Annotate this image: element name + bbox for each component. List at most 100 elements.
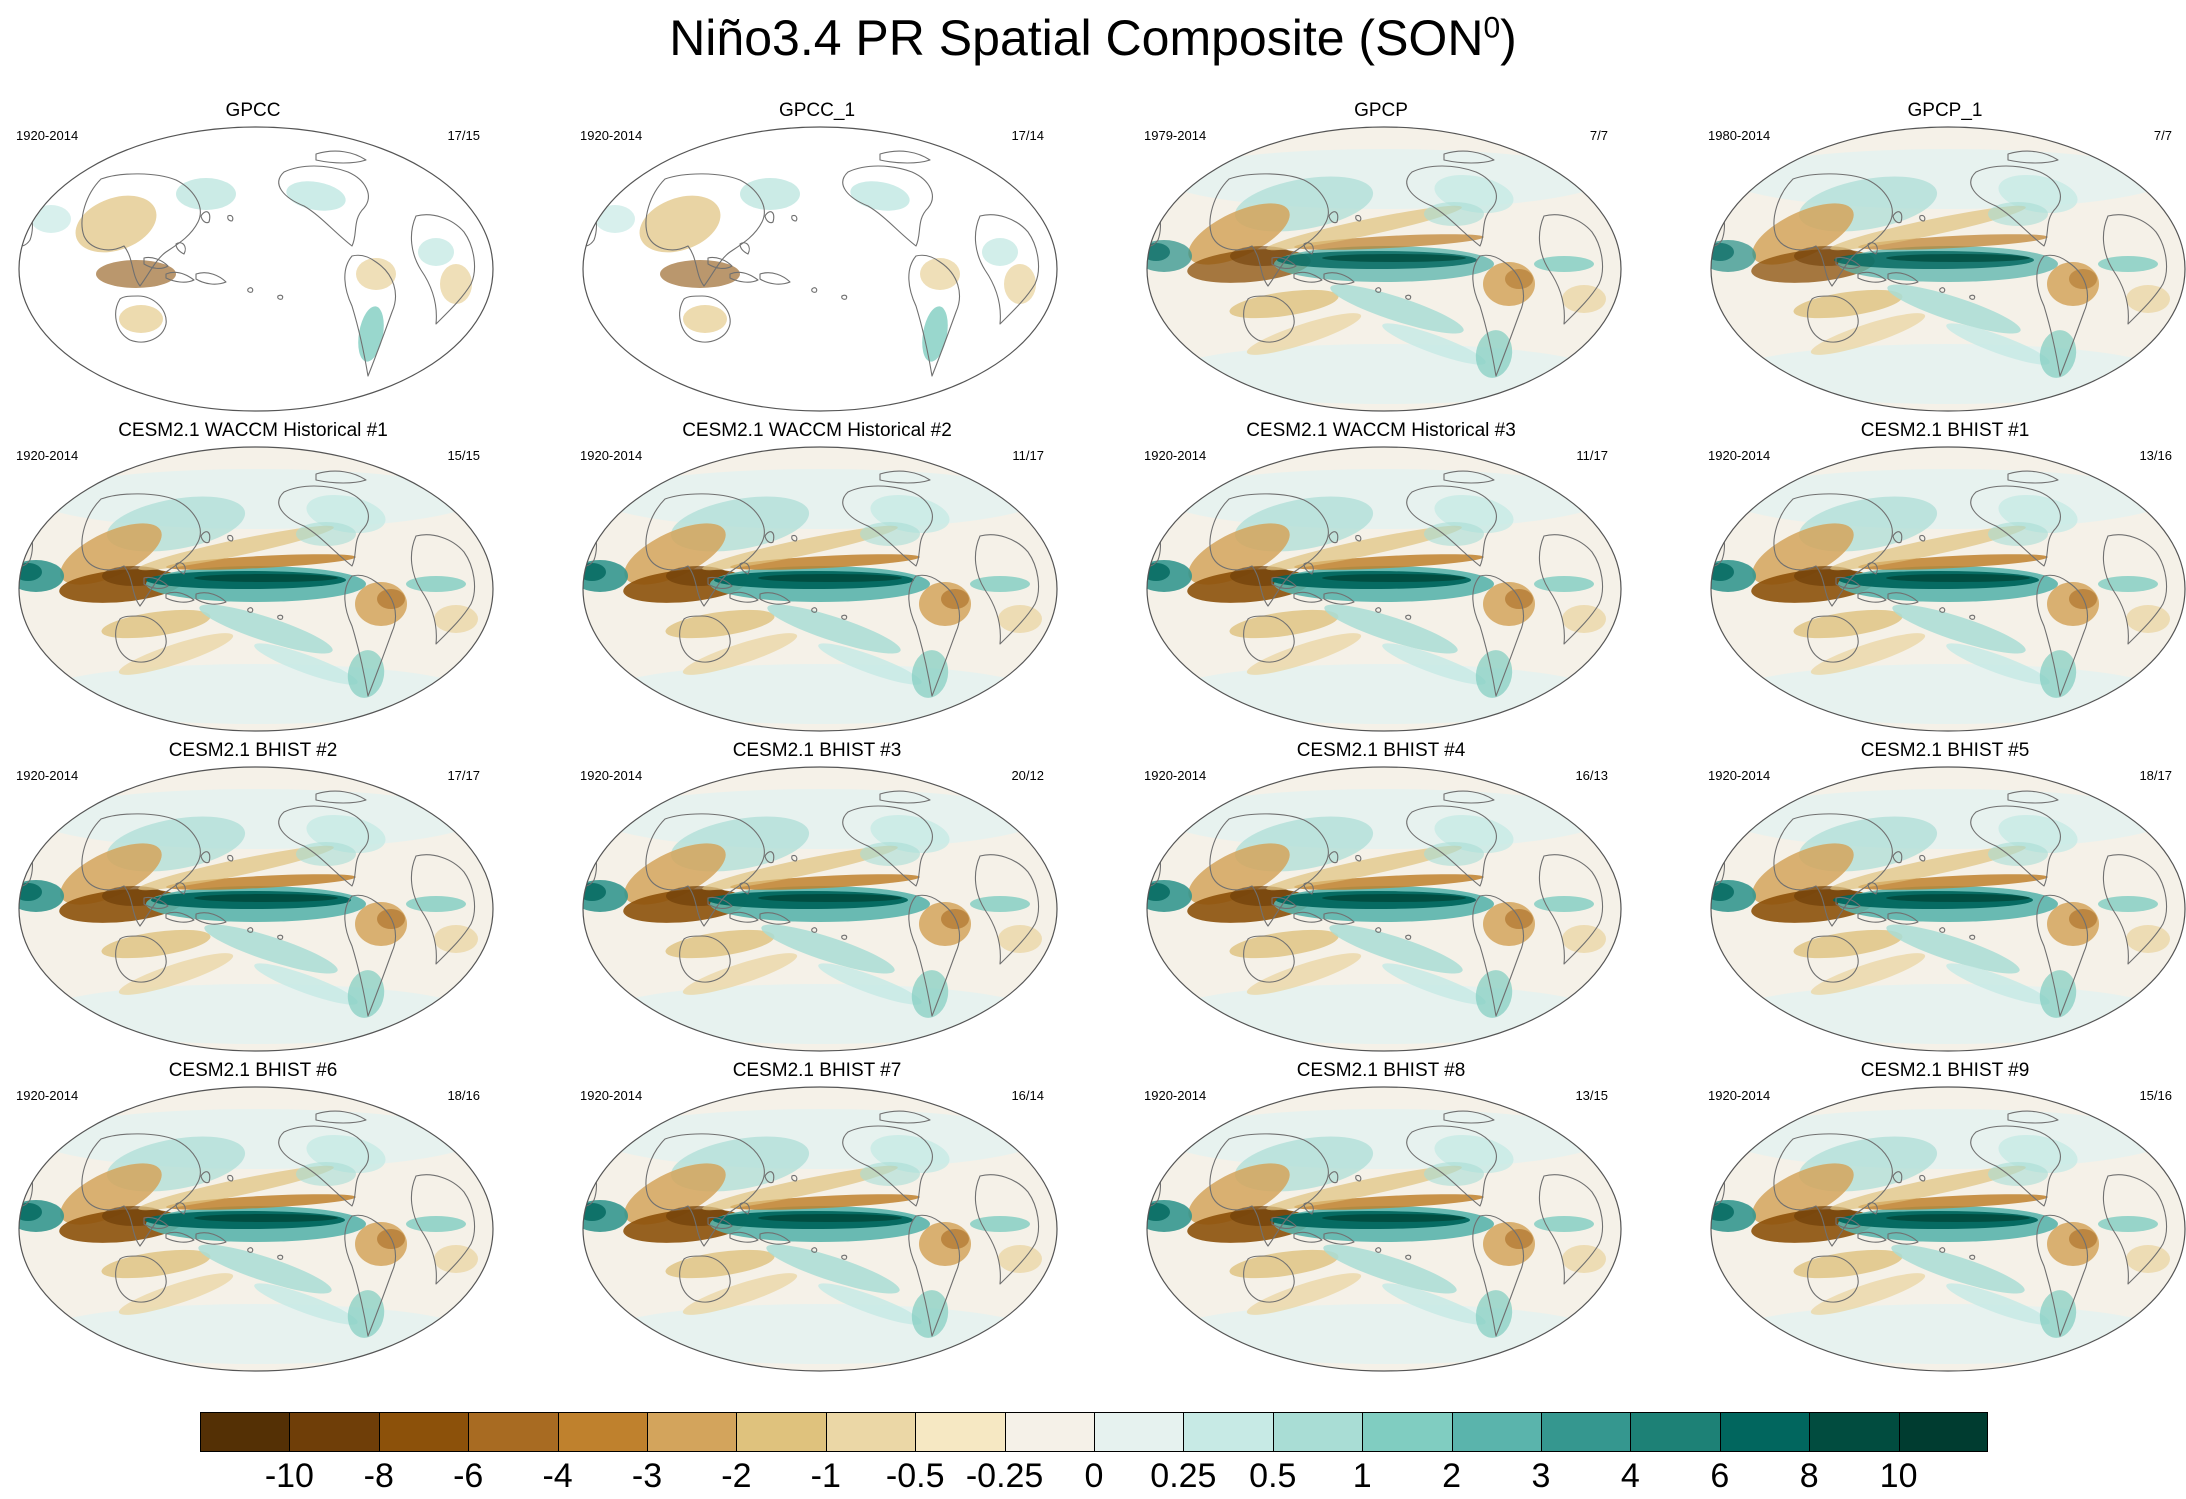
colorbar-swatch — [1898, 1412, 1988, 1452]
precip-anomaly-field — [19, 1087, 493, 1371]
map-panel: CESM2.1 BHIST #3 1920-2014 20/12 — [572, 740, 1062, 1060]
panel-title: CESM2.1 BHIST #9 — [1860, 1060, 2030, 1081]
colorbar-swatch — [915, 1412, 1006, 1452]
colorbar-label: 3 — [1531, 1457, 1551, 1495]
map-panel: CESM2.1 BHIST #2 1920-2014 17/17 — [8, 740, 498, 1060]
panel-event-count: 18/17 — [2139, 768, 2172, 783]
colorbar-swatch — [378, 1412, 469, 1452]
panel-event-count: 15/16 — [2139, 1088, 2172, 1103]
map-outline — [582, 126, 1058, 412]
precip-anomaly-field — [583, 127, 1057, 411]
precip-anomaly-field — [583, 447, 1057, 731]
colorbar-label: 0 — [1084, 1457, 1104, 1495]
precip-anomaly-field — [583, 1087, 1057, 1371]
precip-anomaly-field — [1711, 127, 2185, 411]
colorbar-swatch — [1451, 1412, 1542, 1452]
map-panel: CESM2.1 BHIST #9 1920-2014 15/16 — [1700, 1060, 2186, 1380]
panel-title: CESM2.1 WACCM Historical #1 — [118, 420, 388, 441]
coastlines — [583, 150, 1040, 377]
coastlines — [19, 790, 476, 1017]
panel-title: GPCC — [225, 100, 281, 121]
map-outline — [1710, 766, 2186, 1052]
panel-years: 1920-2014 — [1144, 1088, 1207, 1103]
colorbar-swatch — [557, 1412, 648, 1452]
panel-years: 1920-2014 — [580, 768, 643, 783]
panel-title: CESM2.1 BHIST #1 — [1860, 420, 2030, 441]
colorbar-swatch — [1272, 1412, 1363, 1452]
robinson-map — [1146, 1086, 1622, 1372]
coastlines — [583, 470, 1040, 697]
colorbar-swatch — [736, 1412, 827, 1452]
map-panel: CESM2.1 BHIST #8 1920-2014 13/15 — [1136, 1060, 1626, 1380]
map-panel: CESM2.1 BHIST #1 1920-2014 13/16 — [1700, 420, 2186, 740]
panel-title: CESM2.1 BHIST #2 — [168, 740, 338, 761]
map-outline — [18, 446, 494, 732]
colorbar-swatch — [1004, 1412, 1095, 1452]
map-outline — [582, 1086, 1058, 1372]
colorbar-swatch — [1362, 1412, 1453, 1452]
panel-years: 1920-2014 — [1144, 448, 1207, 463]
coastlines — [1711, 790, 2168, 1017]
robinson-map — [582, 1086, 1058, 1372]
panel-event-count: 17/15 — [447, 128, 480, 143]
colorbar-label: -6 — [453, 1457, 484, 1495]
precip-anomaly-field — [19, 767, 493, 1051]
colorbar-swatch — [1541, 1412, 1631, 1452]
colorbar-swatch — [1183, 1412, 1274, 1452]
coastlines — [19, 150, 476, 377]
map-outline — [18, 126, 494, 412]
panel-event-count: 11/17 — [1012, 448, 1044, 463]
coastlines — [1711, 1110, 2168, 1337]
map-outline — [582, 766, 1058, 1052]
colorbar-swatch — [468, 1412, 559, 1452]
panel-years: 1979-2014 — [1144, 128, 1207, 143]
panel-event-count: 20/12 — [1011, 768, 1044, 783]
map-panel: CESM2.1 WACCM Historical #2 1920-2014 11/1… — [572, 420, 1062, 740]
colorbar-label: -3 — [631, 1457, 663, 1495]
colorbar-label: -0.25 — [965, 1457, 1044, 1495]
panel-title: GPCC_1 — [778, 100, 856, 121]
panel-title: CESM2.1 BHIST #7 — [732, 1060, 902, 1081]
map-panel: CESM2.1 BHIST #6 1920-2014 18/16 — [8, 1060, 498, 1380]
map-panel: CESM2.1 BHIST #7 1920-2014 16/14 — [572, 1060, 1062, 1380]
colorbar-swatch — [289, 1412, 380, 1452]
panel-event-count: 13/16 — [2139, 448, 2172, 463]
map-panel: GPCC 1920-2014 17/15 — [8, 100, 498, 420]
robinson-map — [1710, 446, 2186, 732]
panel-years: 1920-2014 — [580, 128, 643, 143]
colorbar-label: 10 — [1879, 1457, 1918, 1495]
map-panel: CESM2.1 BHIST #4 1920-2014 16/13 — [1136, 740, 1626, 1060]
panel-years: 1920-2014 — [16, 1088, 79, 1103]
coastlines — [1711, 470, 2168, 697]
figure-title: Niño3.4 PR Spatial Composite (SON0) — [669, 10, 1517, 66]
panel-years: 1920-2014 — [1708, 448, 1771, 463]
robinson-map — [18, 446, 494, 732]
map-panel: GPCC_1 1920-2014 17/14 — [572, 100, 1062, 420]
map-panel: GPCP 1979-2014 7/7 — [1136, 100, 1626, 420]
map-panel: CESM2.1 WACCM Historical #1 1920-2014 15/1… — [8, 420, 498, 740]
panel-title: CESM2.1 BHIST #3 — [732, 740, 902, 761]
panel-event-count: 15/15 — [447, 448, 480, 463]
colorbar-label: -2 — [721, 1457, 752, 1495]
panel-years: 1920-2014 — [16, 448, 79, 463]
precip-anomaly-field — [1147, 127, 1621, 411]
coastlines — [1147, 150, 1604, 377]
robinson-map — [582, 766, 1058, 1052]
map-outline — [1710, 1086, 2186, 1372]
precip-anomaly-field — [19, 447, 493, 731]
colorbar-label: 4 — [1620, 1457, 1640, 1495]
panel-event-count: 16/13 — [1575, 768, 1608, 783]
colorbar-label: 2 — [1442, 1457, 1462, 1495]
precip-anomaly-field — [1147, 1087, 1621, 1371]
precip-anomaly-field — [1711, 1087, 2185, 1371]
panel-event-count: 18/16 — [447, 1088, 480, 1103]
robinson-map — [1710, 766, 2186, 1052]
colorbar-swatch — [1094, 1412, 1184, 1452]
panel-title: CESM2.1 BHIST #5 — [1860, 740, 2030, 761]
panel-event-count: 17/17 — [447, 768, 480, 783]
colorbar-label: 0.5 — [1249, 1457, 1297, 1495]
colorbar-swatch — [200, 1412, 290, 1452]
panel-title: CESM2.1 BHIST #6 — [168, 1060, 338, 1081]
map-panel: GPCP_1 1980-2014 7/7 — [1700, 100, 2186, 420]
